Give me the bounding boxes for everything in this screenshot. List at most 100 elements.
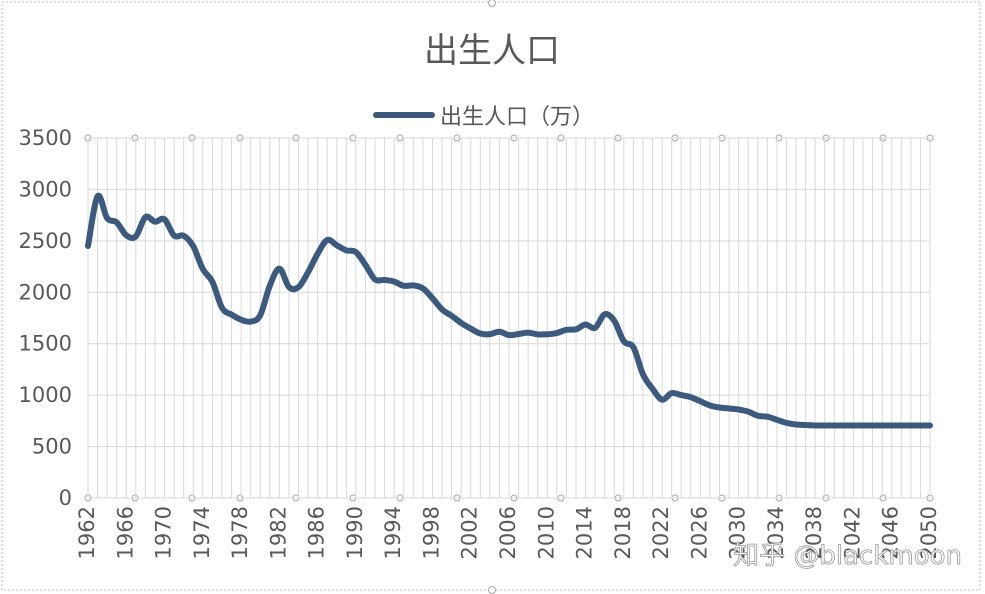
y-tick-label: 1500 <box>19 332 72 356</box>
data-point-2032 <box>755 413 760 418</box>
data-point-1990 <box>353 250 358 255</box>
data-point-2012 <box>564 327 569 332</box>
data-point-2000 <box>449 313 454 318</box>
data-point-2010 <box>545 332 550 337</box>
x-tick-label: 2022 <box>649 506 673 559</box>
y-tick-label: 500 <box>32 435 72 459</box>
data-point-1969 <box>152 219 157 224</box>
data-point-1975 <box>210 279 215 284</box>
x-tick-label: 1994 <box>381 506 405 559</box>
data-point-2028 <box>717 405 722 410</box>
data-point-2005 <box>497 329 502 334</box>
data-point-2002 <box>468 326 473 331</box>
data-point-1987 <box>325 238 330 243</box>
data-point-2015 <box>593 325 598 330</box>
x-tick-label: 2042 <box>840 506 864 559</box>
data-point-2021 <box>650 386 655 391</box>
data-point-2006 <box>507 333 512 338</box>
data-point-1992 <box>373 277 378 282</box>
y-tick-label: 2000 <box>19 280 72 304</box>
data-point-1999 <box>440 307 445 312</box>
data-point-2022 <box>660 397 665 402</box>
x-tick-label: 1966 <box>113 506 137 559</box>
y-axis-tick-labels: 0 500 1000 1500 2000 2500 3000 3500 <box>19 126 72 510</box>
x-tick-label: 2034 <box>764 506 788 559</box>
data-point-1984 <box>296 285 301 290</box>
data-point-2044 <box>870 423 875 428</box>
y-tick-label: 0 <box>59 486 72 510</box>
y-tick-label: 1000 <box>19 383 72 407</box>
data-point-1997 <box>420 286 425 291</box>
data-point-1996 <box>411 283 416 288</box>
data-point-2026 <box>698 399 703 404</box>
x-tick-label: 1970 <box>152 506 176 559</box>
data-point-2035 <box>784 420 789 425</box>
x-tick-label: 2018 <box>611 506 635 559</box>
data-point-2038 <box>813 423 818 428</box>
data-point-2011 <box>554 331 559 336</box>
watermark: 知乎 @blackmoon <box>733 541 962 571</box>
data-point-1985 <box>306 270 311 275</box>
data-point-2040 <box>832 423 837 428</box>
data-point-2034 <box>774 417 779 422</box>
data-point-2047 <box>899 423 904 428</box>
data-point-2046 <box>889 423 894 428</box>
x-tick-label: 2002 <box>458 506 482 559</box>
data-point-2018 <box>621 339 626 344</box>
y-tick-label: 2500 <box>19 229 72 253</box>
x-tick-label: 2026 <box>687 506 711 559</box>
data-point-2001 <box>459 320 464 325</box>
data-point-2049 <box>918 423 923 428</box>
x-tick-label: 2010 <box>534 506 558 559</box>
data-point-1976 <box>219 305 224 310</box>
data-point-2043 <box>861 423 866 428</box>
data-point-1980 <box>258 313 263 318</box>
data-point-2031 <box>746 409 751 414</box>
data-point-1970 <box>162 217 167 222</box>
x-tick-label: 1982 <box>266 506 290 559</box>
data-point-2017 <box>612 318 617 323</box>
legend: 出生人口（万） <box>373 105 594 130</box>
data-point-2033 <box>765 414 770 419</box>
x-tick-label: 2050 <box>917 506 941 559</box>
data-point-1991 <box>363 263 368 268</box>
data-point-2030 <box>736 407 741 412</box>
data-point-2014 <box>583 322 588 327</box>
data-point-2025 <box>688 395 693 400</box>
data-point-2004 <box>487 332 492 337</box>
data-point-1995 <box>401 283 406 288</box>
data-point-2037 <box>803 422 808 427</box>
x-tick-label: 1978 <box>228 506 252 559</box>
data-point-1974 <box>200 267 205 272</box>
x-tick-label: 1974 <box>190 506 214 559</box>
data-point-1966 <box>124 233 129 238</box>
data-point-2008 <box>526 330 531 335</box>
data-point-1965 <box>114 220 119 225</box>
vertical-gridlines <box>87 138 931 498</box>
data-point-1962 <box>86 244 91 249</box>
data-point-2029 <box>727 406 732 411</box>
data-point-2042 <box>851 423 856 428</box>
data-point-1981 <box>267 283 272 288</box>
x-tick-label: 1986 <box>305 506 329 559</box>
data-point-2024 <box>679 393 684 398</box>
data-point-1988 <box>334 243 339 248</box>
resize-handle-top[interactable] <box>488 0 496 7</box>
y-tick-label: 3000 <box>19 177 72 201</box>
data-point-1968 <box>143 215 148 220</box>
legend-label: 出生人口（万） <box>440 105 594 130</box>
data-point-1963 <box>95 194 100 199</box>
series-line-birth-population <box>85 192 933 429</box>
resize-handle-bottom[interactable] <box>488 586 496 594</box>
data-point-1993 <box>382 277 387 282</box>
data-point-2013 <box>573 327 578 332</box>
data-point-2041 <box>841 423 846 428</box>
x-tick-label: 1990 <box>343 506 367 559</box>
x-tick-label: 2046 <box>879 506 903 559</box>
x-tick-label: 1962 <box>75 506 99 559</box>
data-point-2007 <box>516 332 521 337</box>
data-point-1979 <box>248 319 253 324</box>
x-tick-label: 1998 <box>419 506 443 559</box>
